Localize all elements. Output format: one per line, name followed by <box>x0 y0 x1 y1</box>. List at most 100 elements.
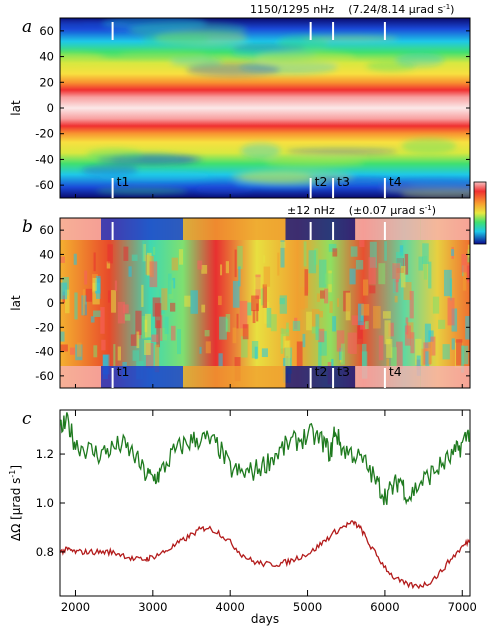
ytick-label: -60 <box>35 178 54 192</box>
panel-b-texture <box>85 288 92 302</box>
panel-b-texture <box>424 323 431 349</box>
panel-b-texture <box>241 336 248 358</box>
panel-b-texture <box>113 344 116 371</box>
panel-b-texture <box>320 290 325 299</box>
ytick-label: 1.2 <box>36 447 54 461</box>
panel-b-texture <box>149 261 158 288</box>
panel-b-texture <box>261 348 268 358</box>
panel-b-texture <box>418 256 424 271</box>
panel-b-texture <box>355 260 364 270</box>
panel-letter-a: a <box>22 17 32 37</box>
panel-b-texture <box>369 285 376 294</box>
panel-b-texture <box>302 333 306 348</box>
panel-b-texture <box>378 263 386 285</box>
panel-b-texture <box>451 249 455 256</box>
panel-b-texture <box>144 313 151 338</box>
panel-b-texture <box>355 218 421 240</box>
panel-b-texture <box>131 254 138 261</box>
panel-b-texture <box>286 322 289 333</box>
panel-b-texture <box>178 249 184 265</box>
panel-b-texture <box>101 366 183 388</box>
panel-b-texture <box>315 314 320 341</box>
panel-b-texture <box>362 279 369 296</box>
ytick-label: 40 <box>39 247 54 261</box>
panel-b-texture <box>461 254 468 273</box>
panel-b-texture <box>190 290 198 314</box>
panel-b-texture <box>416 355 421 376</box>
panel-b-texture <box>304 269 309 296</box>
panel-b-texture <box>151 334 159 343</box>
ytick-label: -20 <box>35 320 54 334</box>
panel-b-texture <box>415 338 422 365</box>
panel-a-texture <box>86 148 143 161</box>
panel-b-texture <box>114 280 117 292</box>
panel-b-texture <box>101 339 106 351</box>
panel-b-annotation: ±12 nHz (±0.07 μrad s-1) <box>287 204 436 217</box>
panel-b-texture <box>347 332 351 354</box>
panel-b-texture <box>77 342 82 357</box>
panel-a-annotation: 1150/1295 nHz (7.24/8.14 μrad s-1) <box>250 3 454 16</box>
panel-b-texture <box>197 260 203 270</box>
ytick-label: -20 <box>35 127 54 141</box>
panel-b-texture <box>266 307 272 328</box>
panel-b-texture <box>117 346 121 361</box>
panel-b-texture <box>409 290 414 319</box>
panel-b-texture <box>73 253 77 265</box>
ytick-label: -40 <box>35 152 54 166</box>
panel-b-texture <box>382 311 391 319</box>
ytick-label: -40 <box>35 345 54 359</box>
panel-b-texture <box>107 244 113 264</box>
panel-a-texture <box>378 179 470 193</box>
panel-c-xlabel: days <box>251 612 279 626</box>
panel-a-texture <box>102 50 213 59</box>
panel-b-texture <box>451 338 455 350</box>
panel-b-texture <box>308 250 317 274</box>
panel-b-texture <box>351 315 359 326</box>
panel-b-texture <box>239 300 248 329</box>
panel-b-texture <box>93 310 101 317</box>
panel-a-texture <box>286 148 398 155</box>
panel-b-texture <box>395 251 404 268</box>
panel-b-texture <box>384 320 391 345</box>
panel-b-texture <box>247 302 252 316</box>
panel-b-texture <box>60 218 101 240</box>
panel-b-texture <box>279 298 285 305</box>
panel-b-texture <box>172 277 176 289</box>
panel-b-texture <box>422 243 429 265</box>
ytick-label: 20 <box>39 272 54 286</box>
panel-b-texture <box>254 277 262 290</box>
panel-b-texture <box>300 287 308 309</box>
panel-b-texture <box>92 277 97 291</box>
panel-b-texture <box>201 304 206 313</box>
panel-b-texture <box>285 218 356 240</box>
panel-b-texture <box>280 328 284 354</box>
panel-b-texture <box>101 218 183 240</box>
panel-b-texture <box>285 366 356 388</box>
panel-b-texture <box>130 334 138 346</box>
panel-b-texture <box>156 320 161 348</box>
panel-b-texture <box>170 302 176 312</box>
panel-b-texture <box>404 253 409 275</box>
panel-b-texture <box>128 266 132 277</box>
panel-b-texture <box>135 310 142 336</box>
panel-b-texture <box>279 295 287 314</box>
panel-b-texture <box>404 325 411 346</box>
panel-b-texture <box>252 309 256 324</box>
ytick-label: -60 <box>35 369 54 383</box>
panel-b-texture <box>204 330 210 337</box>
panel-b-texture <box>232 327 237 344</box>
panel-b-texture <box>261 288 265 306</box>
ytick-label: 0 <box>47 296 54 310</box>
panel-b-texture <box>391 347 398 370</box>
panel-b-texture <box>393 265 396 293</box>
panel-b-texture <box>238 266 241 287</box>
panel-b-texture <box>90 316 95 323</box>
panel-b-texture <box>332 248 338 257</box>
panel-b-texture <box>340 343 345 365</box>
panel-b-texture <box>60 366 101 388</box>
panel-b-texture <box>430 336 436 356</box>
panel-b-texture <box>218 295 222 306</box>
panel-b-texture <box>164 316 169 335</box>
colorbar <box>473 181 487 245</box>
panel-b-texture <box>201 265 208 274</box>
